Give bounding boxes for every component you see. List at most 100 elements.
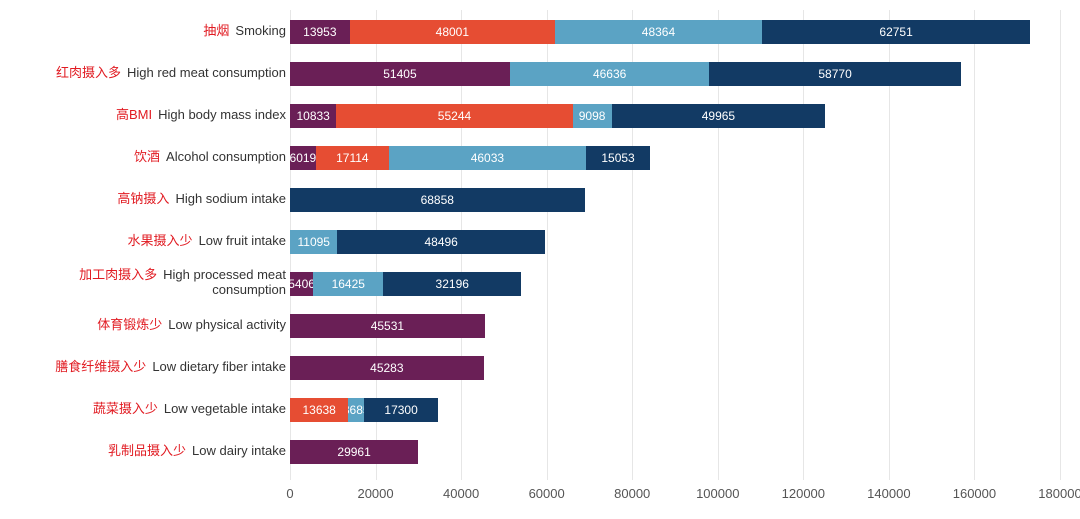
category-label-english: High body mass index: [158, 107, 286, 122]
bar-track: 5406 16425 32196: [290, 272, 521, 296]
category-label-chinese: 体育锻炼少: [97, 317, 162, 332]
category-label-chinese: 高钠摄入: [117, 191, 169, 206]
bar-row: 水果摄入少 Low fruit intake 11095 48496: [0, 230, 1080, 254]
bar-segment-value: 29961: [335, 445, 372, 459]
bar-segment: 45531: [290, 314, 485, 338]
bar-segment-value: 13638: [300, 403, 337, 417]
x-tick-label: 20000: [357, 486, 393, 501]
bar-segment: 13638: [290, 398, 348, 422]
bar-segment-value: 32196: [434, 277, 471, 291]
bar-segment-value: 13953: [301, 25, 338, 39]
category-label: 膳食纤维摄入少Low dietary fiber intake: [6, 360, 286, 375]
bar-segment-value: 49965: [700, 109, 737, 123]
bar-segment-value: 3685: [348, 403, 364, 417]
bar-segment-value: 55244: [436, 109, 473, 123]
bar-segment: 45283: [290, 356, 484, 380]
bar-segment-value: 9098: [577, 109, 608, 123]
bar-row: 体育锻炼少 Low physical activity 45531: [0, 314, 1080, 338]
category-label: 饮酒Alcohol consumption: [6, 150, 286, 165]
category-label: 蔬菜摄入少 Low vegetable intake: [6, 402, 286, 417]
x-tick-label: 0: [286, 486, 293, 501]
bar-row: 高钠摄入 High sodium intake 68858: [0, 188, 1080, 212]
bar-row: 加工肉摄入多High processed meatconsumption5406…: [0, 272, 1080, 296]
category-label: 体育锻炼少 Low physical activity: [6, 318, 286, 333]
bar-segment-value: 45531: [369, 319, 406, 333]
bar-track: 11095 48496: [290, 230, 545, 254]
bar-segment-value: 15053: [599, 151, 636, 165]
x-tick-label: 60000: [529, 486, 565, 501]
category-label-english: Low fruit intake: [199, 233, 286, 248]
bar-segment-value: 58770: [816, 67, 853, 81]
bar-segment: 9098: [573, 104, 612, 128]
bar-row: 膳食纤维摄入少Low dietary fiber intake 45283: [0, 356, 1080, 380]
x-tick-label: 160000: [953, 486, 996, 501]
bar-segment: 32196: [383, 272, 521, 296]
bar-segment-value: 46033: [469, 151, 506, 165]
bar-segment: 68858: [290, 188, 585, 212]
bar-track: 45283: [290, 356, 484, 380]
bar-segment: 6019: [290, 146, 316, 170]
category-label-english: High red meat consumption: [127, 65, 286, 80]
category-label-english: Smoking: [235, 23, 286, 38]
bar-segment: 13953: [290, 20, 350, 44]
bar-segment-value: 17300: [382, 403, 419, 417]
bar-segment-value: 48364: [640, 25, 677, 39]
bar-segment-value: 11095: [295, 235, 331, 249]
category-label-chinese: 膳食纤维摄入少: [55, 359, 146, 374]
bar-segment: 49965: [612, 104, 826, 128]
bar-track: 29961: [290, 440, 418, 464]
bar-segment: 51405: [290, 62, 510, 86]
bar-row: 高BMI High body mass index 10833 55244 9098 49…: [0, 104, 1080, 128]
category-label-chinese: 饮酒: [134, 149, 160, 164]
category-label-english: Low vegetable intake: [164, 401, 286, 416]
bar-segment-value: 51405: [381, 67, 418, 81]
category-label: 高BMI High body mass index: [6, 108, 286, 123]
bar-segment-value: 16425: [330, 277, 367, 291]
bar-segment-value: 48001: [434, 25, 471, 39]
category-label: 红肉摄入多 High red meat consumption: [6, 66, 286, 81]
bar-segment-value: 5406: [290, 277, 313, 291]
category-label: 加工肉摄入多 High processed meatconsumption: [6, 268, 286, 298]
bar-segment: 48001: [350, 20, 555, 44]
bar-track: 10833 55244 9098 49965: [290, 104, 825, 128]
category-label-chinese: 水果摄入少: [128, 233, 193, 248]
bar-segment: 48364: [555, 20, 762, 44]
bar-track: 13638 3685 17300: [290, 398, 438, 422]
category-label-chinese: 抽烟: [203, 23, 229, 38]
bar-segment: 3685: [348, 398, 364, 422]
x-tick-label: 40000: [443, 486, 479, 501]
bar-segment: 46636: [510, 62, 709, 86]
bar-segment: 10833: [290, 104, 336, 128]
category-label-chinese: 红肉摄入多: [56, 65, 121, 80]
category-label-english: High processed meatconsumption: [163, 267, 286, 297]
category-label-english: High sodium intake: [175, 191, 286, 206]
bar-segment: 11095: [290, 230, 337, 254]
bar-track: 45531: [290, 314, 485, 338]
category-label-chinese: 乳制品摄入少: [108, 443, 186, 458]
category-label: 抽烟 Smoking: [6, 24, 286, 39]
category-label-chinese: 高BMI: [116, 107, 152, 122]
bar-track: 6019 17114 46033 15053: [290, 146, 650, 170]
category-label: 乳制品摄入少Low dairy intake: [6, 444, 286, 459]
category-label-chinese: 蔬菜摄入少: [93, 401, 158, 416]
bar-segment: 5406: [290, 272, 313, 296]
category-label-english: Low physical activity: [168, 317, 286, 332]
bar-row: 乳制品摄入少Low dairy intake 29961: [0, 440, 1080, 464]
bar-segment: 62751: [762, 20, 1030, 44]
bar-track: 13953 48001 48364 62751: [290, 20, 1030, 44]
bar-segment: 58770: [709, 62, 960, 86]
bar-segment-value: 48496: [422, 235, 459, 249]
bar-segment: 46033: [389, 146, 586, 170]
bar-segment-value: 17114: [334, 151, 370, 165]
x-tick-label: 120000: [782, 486, 825, 501]
x-tick-label: 80000: [614, 486, 650, 501]
risk-factor-bar-chart: 0200004000060000800001000001200001400001…: [0, 0, 1080, 519]
bar-row: 抽烟 Smoking 13953 48001 48364 62751: [0, 20, 1080, 44]
bar-row: 蔬菜摄入少 Low vegetable intake 13638 3685 17300: [0, 398, 1080, 422]
bar-track: 51405 46636 58770: [290, 62, 961, 86]
category-label: 水果摄入少 Low fruit intake: [6, 234, 286, 249]
bar-segment-value: 68858: [419, 193, 456, 207]
category-label-chinese: 加工肉摄入多: [79, 267, 157, 282]
bar-segment: 29961: [290, 440, 418, 464]
bar-segment: 17300: [364, 398, 438, 422]
